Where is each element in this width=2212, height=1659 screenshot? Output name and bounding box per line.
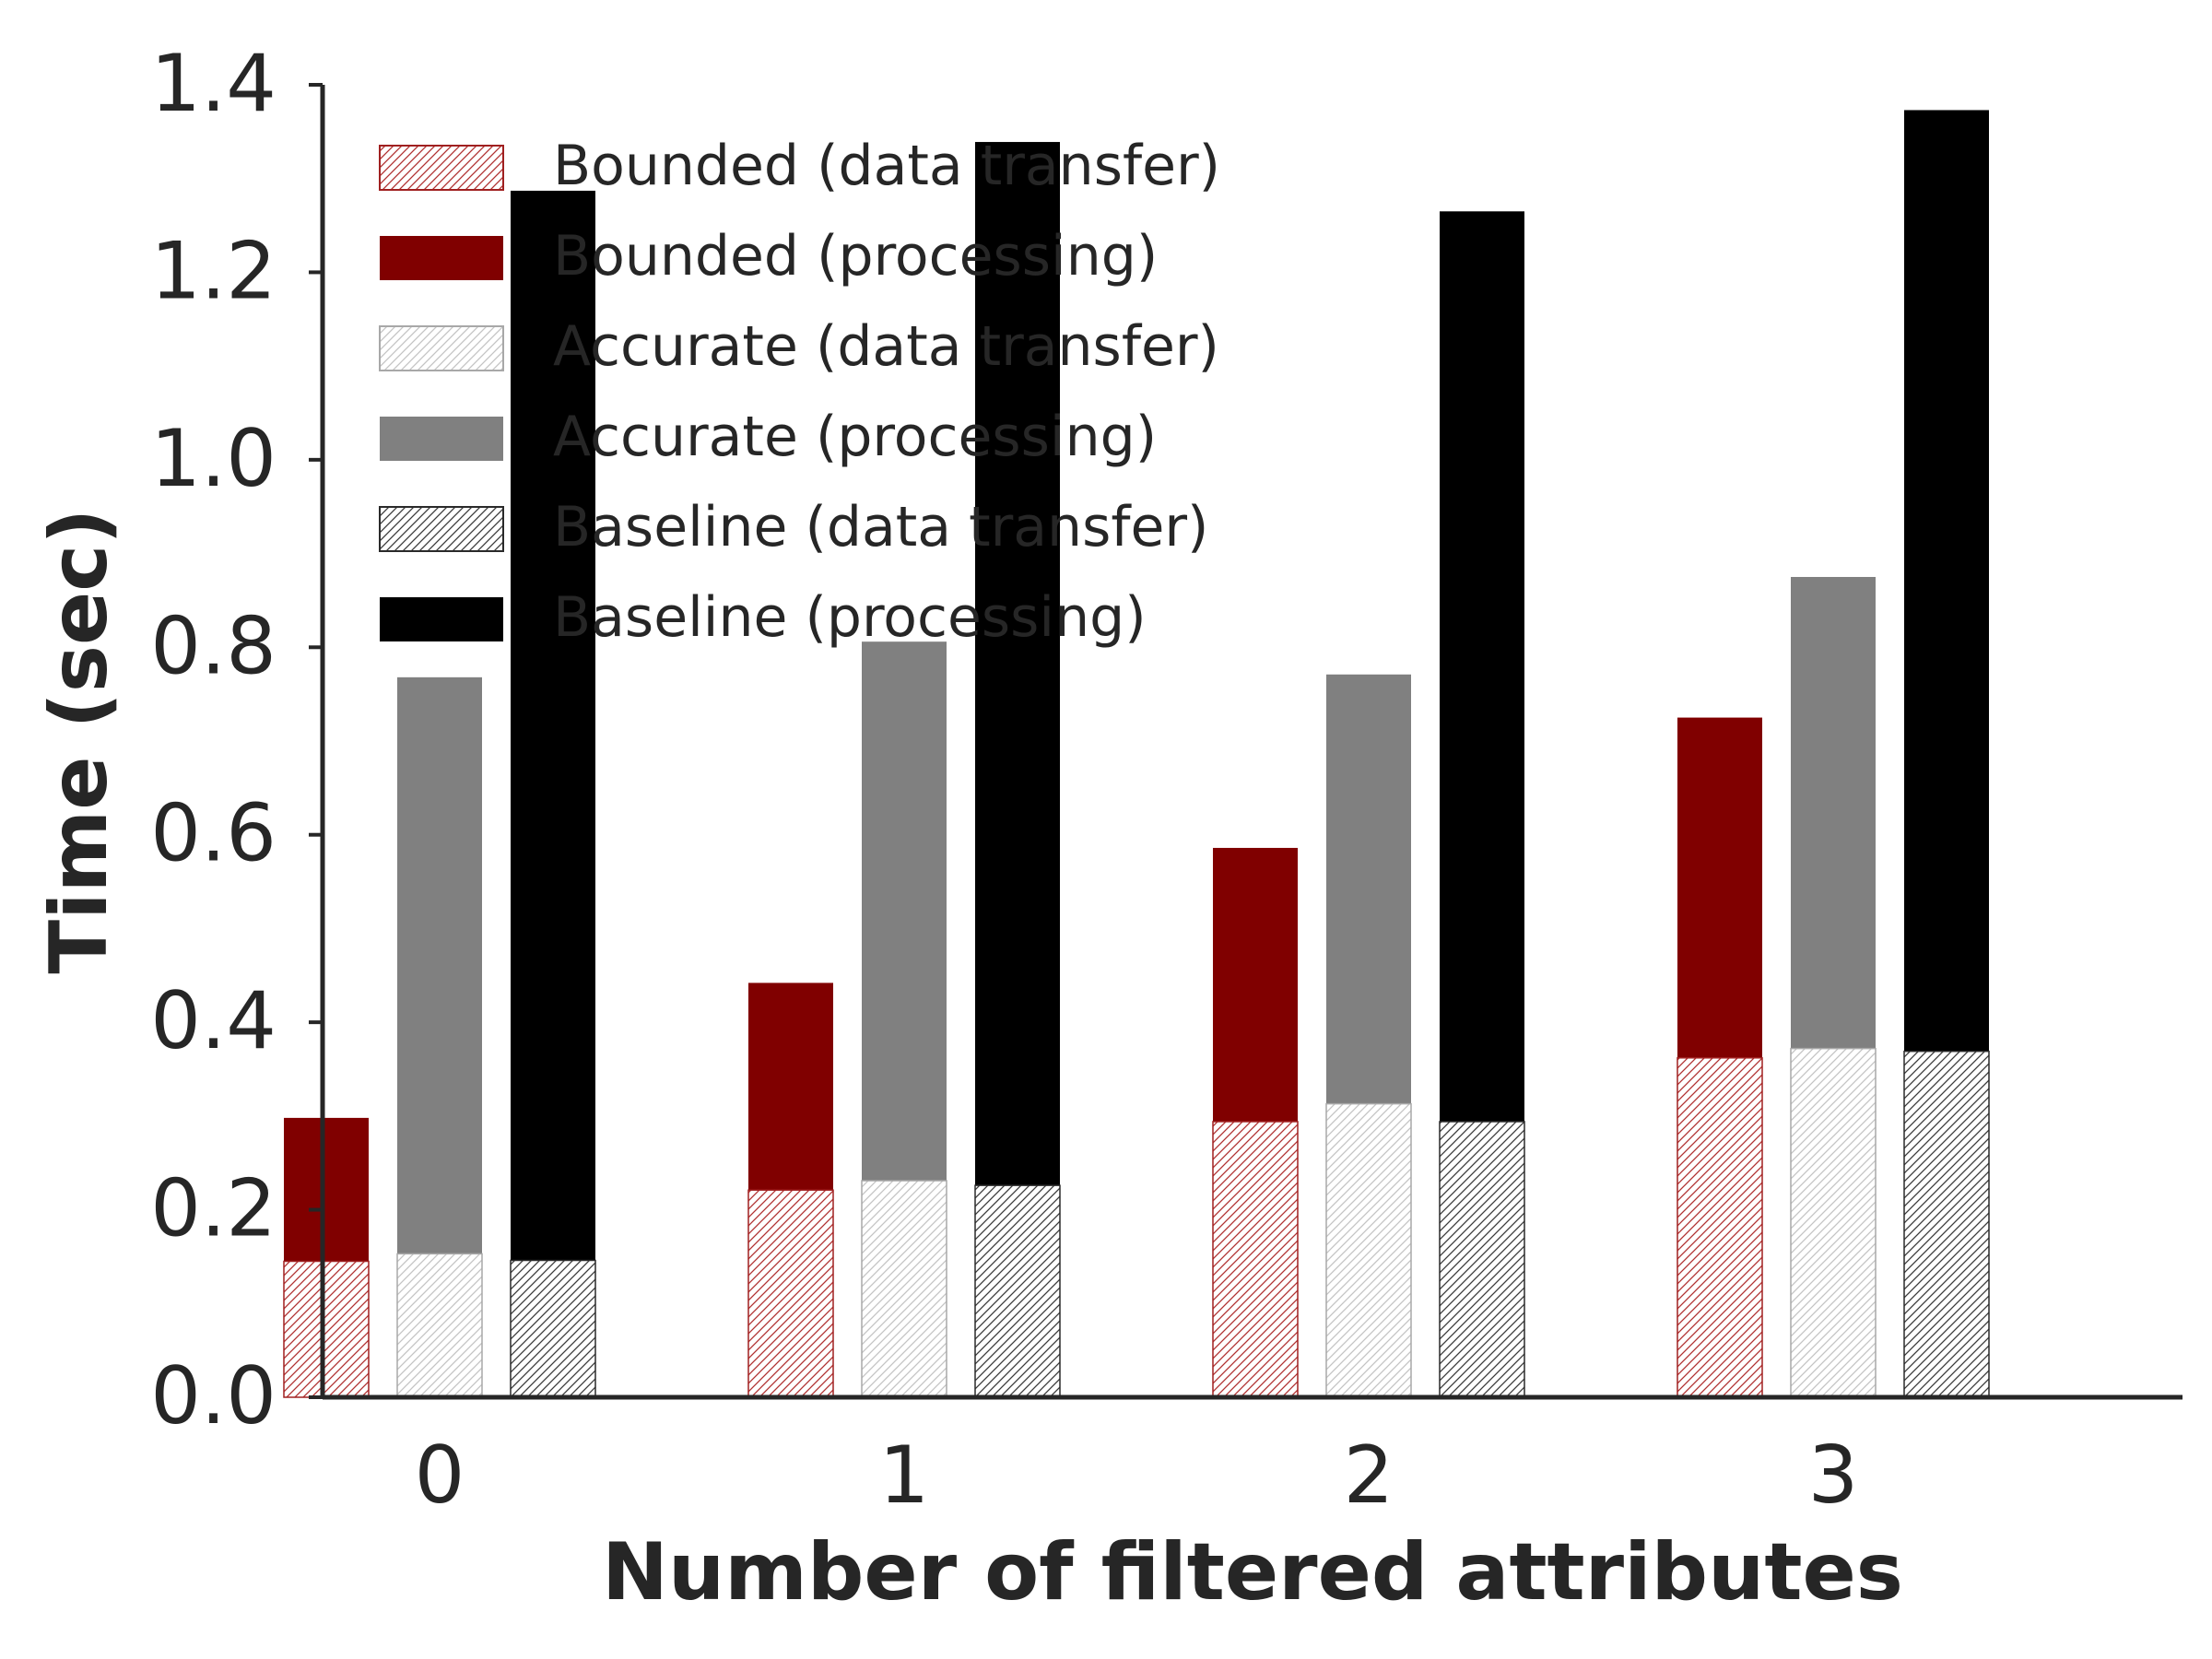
x-tick-label: 0 — [415, 1430, 465, 1522]
x-tick-label: 2 — [1344, 1430, 1394, 1522]
bar-bounded-processing-3 — [1677, 717, 1762, 1058]
legend-swatch — [380, 417, 503, 461]
bar-bounded-transfer-1 — [747, 1189, 834, 1398]
legend-swatch — [380, 236, 503, 280]
y-tick-label: 0.2 — [150, 1163, 276, 1255]
bar-accurate-processing-2 — [1326, 674, 1411, 1104]
x-tick-label: 1 — [879, 1430, 930, 1522]
bar-accurate-processing-1 — [862, 641, 947, 1182]
bar-baseline-transfer-1 — [974, 1184, 1061, 1398]
x-tick-label: 3 — [1808, 1430, 1859, 1522]
legend-label: Accurate (processing) — [553, 405, 1157, 469]
bar-baseline-processing-2 — [1440, 211, 1524, 1122]
bar-accurate-processing-0 — [397, 677, 482, 1254]
bar-bounded-processing-0 — [284, 1117, 369, 1262]
bar-baseline-transfer-0 — [510, 1259, 596, 1398]
bar-accurate-transfer-1 — [861, 1180, 947, 1398]
y-tick-label: 0.4 — [150, 975, 276, 1067]
legend-swatch — [379, 506, 504, 552]
bar-accurate-transfer-0 — [396, 1253, 483, 1398]
y-tick-label: 1.0 — [150, 413, 276, 505]
bar-baseline-processing-3 — [1904, 110, 1989, 1052]
bar-baseline-processing-0 — [511, 190, 595, 1261]
legend-label: Bounded (data transfer) — [553, 134, 1220, 198]
bar-bounded-processing-1 — [748, 982, 833, 1191]
legend-swatch — [379, 145, 504, 191]
y-tick-label: 0.6 — [150, 788, 276, 880]
bar-bounded-transfer-2 — [1212, 1121, 1299, 1398]
x-ticks: 0 1 2 3 — [415, 1430, 1859, 1522]
x-axis-title: Number of filtered attributes — [602, 1526, 1903, 1618]
bars-layer — [283, 110, 1990, 1398]
bar-baseline-transfer-3 — [1903, 1050, 1990, 1398]
bar-accurate-transfer-2 — [1325, 1102, 1412, 1398]
legend: Bounded (data transfer) Bounded (processi… — [379, 134, 1220, 650]
legend-label: Accurate (data transfer) — [553, 314, 1219, 379]
y-tick-label: 0.8 — [150, 600, 276, 692]
legend-label: Baseline (processing) — [553, 585, 1147, 650]
y-ticks: 0.0 0.2 0.4 0.6 0.8 1.0 1.2 1.4 — [150, 38, 323, 1442]
bar-accurate-transfer-3 — [1790, 1047, 1877, 1398]
y-axis-title: Time (sec) — [33, 508, 125, 973]
bar-bounded-transfer-0 — [283, 1260, 370, 1398]
y-tick-label: 0.0 — [150, 1350, 276, 1442]
bar-bounded-processing-2 — [1213, 847, 1298, 1122]
y-tick-label: 1.4 — [150, 38, 276, 130]
bar-accurate-processing-3 — [1791, 577, 1876, 1049]
legend-swatch — [380, 597, 503, 641]
y-tick-label: 1.2 — [150, 225, 276, 317]
legend-label: Baseline (data transfer) — [553, 495, 1208, 559]
axes-layer — [320, 85, 2183, 1400]
bar-bounded-transfer-3 — [1677, 1057, 1763, 1398]
bar-baseline-processing-1 — [975, 142, 1060, 1186]
legend-swatch — [379, 325, 504, 371]
bar-baseline-transfer-2 — [1439, 1121, 1525, 1398]
legend-label: Bounded (processing) — [553, 224, 1158, 288]
